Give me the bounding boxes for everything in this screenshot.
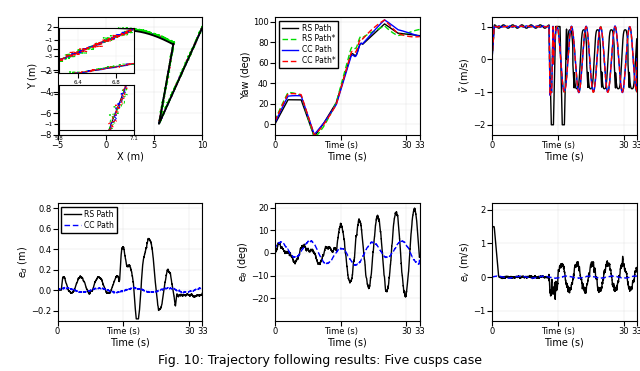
RS Path: [120, 248, 128, 253]
RS Path: [61, 276, 69, 281]
Y-axis label: $e_v$ (m/s): $e_v$ (m/s): [458, 242, 472, 282]
CC Path: [110, 291, 118, 295]
RS Path: [198, 291, 206, 295]
CC Path: [195, 286, 202, 291]
Y-axis label: $e_d$ (m): $e_d$ (m): [16, 246, 30, 278]
Y-axis label: Y (m): Y (m): [28, 63, 38, 89]
X-axis label: Time (s): Time (s): [545, 151, 584, 161]
CC Path: [130, 285, 138, 290]
X-axis label: Time (s): Time (s): [327, 338, 367, 348]
CC Path: [54, 288, 61, 292]
RS Path: [195, 293, 202, 297]
Text: Fig. 10: Trajectory following results: Five cusps case: Fig. 10: Trajectory following results: F…: [158, 354, 482, 367]
Y-axis label: Yaw (deg): Yaw (deg): [241, 52, 252, 99]
Legend: RS Path, CC Path: RS Path, CC Path: [61, 207, 117, 233]
CC Path: [120, 289, 128, 293]
RS Path: [168, 281, 175, 285]
Y-axis label: $e_\theta$ (deg): $e_\theta$ (deg): [236, 242, 250, 282]
X-axis label: Time (s): Time (s): [545, 338, 584, 348]
RS Path: [145, 236, 152, 241]
Y-axis label: $\tilde{v}$ (m/s): $\tilde{v}$ (m/s): [458, 58, 472, 93]
X-axis label: Time (s): Time (s): [110, 338, 150, 348]
CC Path: [61, 286, 69, 290]
X-axis label: Time (s): Time (s): [327, 151, 367, 161]
CC Path: [198, 287, 206, 291]
CC Path: [168, 286, 175, 291]
Legend: RS Path, RS Path*, CC Path, CC Path*: RS Path, RS Path*, CC Path, CC Path*: [278, 20, 339, 68]
RS Path: [195, 293, 202, 297]
CC Path: [195, 287, 202, 291]
X-axis label: X (m): X (m): [116, 151, 143, 161]
CC Path: [124, 286, 132, 291]
Line: RS Path: RS Path: [58, 239, 202, 319]
RS Path: [124, 263, 132, 268]
RS Path: [132, 316, 140, 321]
Line: CC Path: CC Path: [58, 288, 202, 293]
RS Path: [54, 288, 61, 292]
